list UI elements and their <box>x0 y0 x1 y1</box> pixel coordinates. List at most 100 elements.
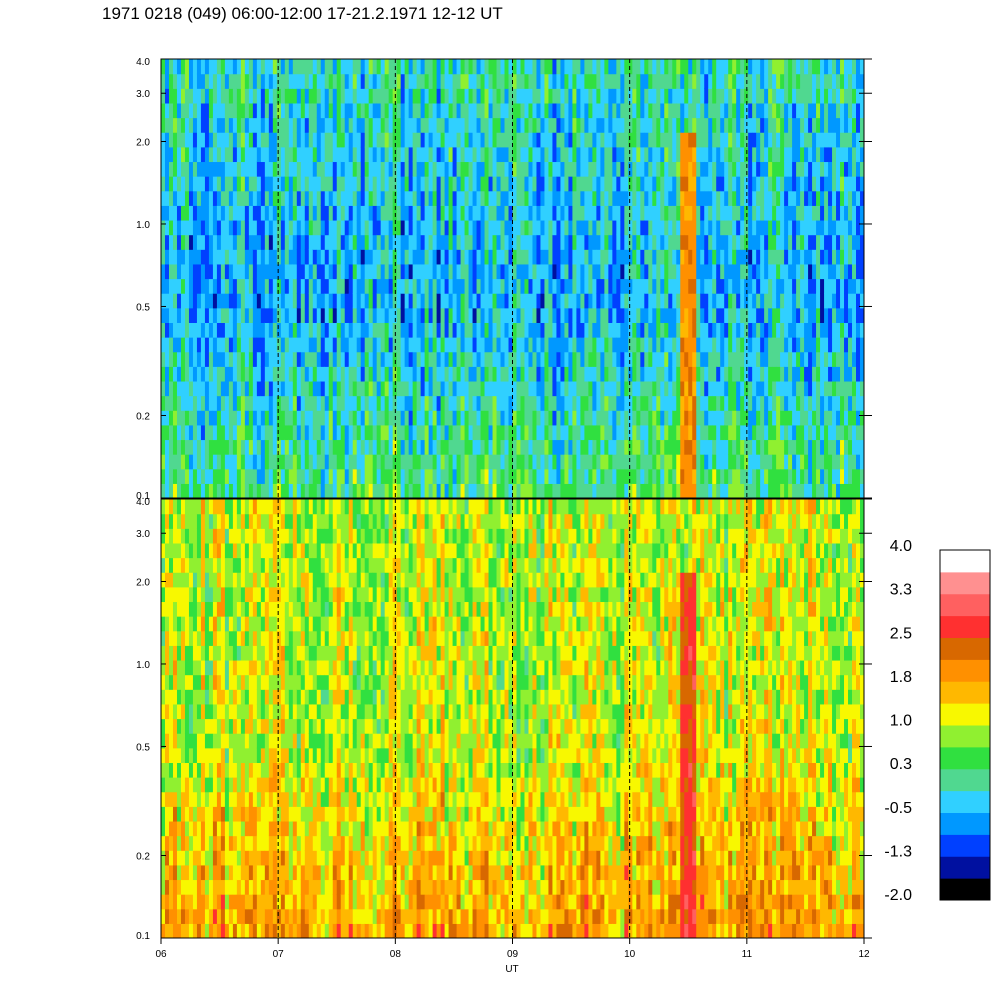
spectrogram-cell <box>704 293 709 309</box>
spectrogram-cell <box>668 190 673 206</box>
spectrogram-cell <box>304 424 310 441</box>
spectrogram-cell <box>592 307 597 323</box>
spectrogram-cell <box>572 59 577 75</box>
spectrogram-cell <box>360 468 366 484</box>
spectrogram-cell <box>644 337 649 353</box>
spectrogram-cell <box>524 293 530 309</box>
spectrogram-cell <box>516 410 522 426</box>
spectrogram-cell <box>384 176 390 192</box>
spectrogram-cell <box>804 366 809 382</box>
spectrogram-cell <box>516 366 522 382</box>
spectrogram-cell <box>516 73 522 89</box>
spectrogram-cell <box>396 322 402 338</box>
spectrogram-cell <box>340 263 346 280</box>
spectrogram-cell <box>484 483 490 498</box>
spectrogram-cell <box>388 278 394 294</box>
spectrogram-cell <box>548 102 554 119</box>
spectrogram-cell <box>292 146 298 163</box>
spectrogram-cell <box>812 366 817 382</box>
spectrogram-cell <box>556 483 562 498</box>
spectrogram-cell <box>644 249 649 265</box>
spectrogram-cell <box>804 205 809 221</box>
spectrogram-cell <box>816 454 821 470</box>
spectrogram-cell <box>644 73 649 89</box>
spectrogram-cell <box>400 234 406 250</box>
spectrogram-cell <box>572 439 577 455</box>
spectrogram-cell <box>356 410 362 426</box>
spectrogram-cell <box>504 146 510 163</box>
spectrogram-cell <box>320 278 326 294</box>
spectrogram-cell <box>648 337 653 353</box>
spectrogram-cell <box>740 73 745 89</box>
spectrogram-cell <box>444 249 450 265</box>
spectrogram-cell <box>460 337 466 353</box>
spectrogram-cell <box>252 146 258 163</box>
spectrogram-cell <box>748 102 753 119</box>
spectrogram-cell <box>532 132 538 148</box>
spectrogram-cell <box>476 102 482 119</box>
spectrogram-cell <box>176 132 182 148</box>
spectrogram-cell <box>220 176 226 192</box>
spectrogram-cell <box>768 219 773 236</box>
spectrogram-cell <box>476 117 482 133</box>
spectrogram-cell <box>544 161 550 177</box>
spectrogram-cell <box>296 454 302 470</box>
spectrogram-cell <box>812 59 817 75</box>
spectrogram-cell <box>540 439 546 455</box>
spectrogram-cell <box>216 424 222 441</box>
spectrogram-cell <box>368 337 374 353</box>
spectrogram-cell <box>488 219 494 236</box>
spectrogram-cell <box>428 205 434 221</box>
spectrogram-cell <box>476 73 482 89</box>
spectrogram-cell <box>280 424 286 441</box>
spectrogram-cell <box>184 439 190 455</box>
spectrogram-cell <box>288 380 294 397</box>
spectrogram-cell <box>552 102 558 119</box>
spectrogram-cell <box>300 73 306 89</box>
spectrogram-cell <box>472 307 478 323</box>
spectrogram-cell <box>412 117 418 133</box>
spectrogram-cell <box>804 380 809 397</box>
spectrogram-cell <box>680 278 685 294</box>
spectrogram-cell <box>632 73 637 89</box>
spectrogram-cell <box>244 146 250 163</box>
spectrogram-cell <box>588 307 593 323</box>
spectrogram-cell <box>704 59 709 75</box>
spectrogram-cell <box>804 190 809 206</box>
spectrogram-cell <box>468 249 474 265</box>
spectrogram-cell <box>440 249 446 265</box>
spectrogram-cell <box>436 205 442 221</box>
spectrogram-cell <box>376 395 382 411</box>
spectrogram-cell <box>756 351 761 367</box>
spectrogram-cell <box>656 117 661 133</box>
spectrogram-cell <box>296 322 302 338</box>
spectrogram-cell <box>632 176 637 192</box>
spectrogram-cell <box>332 263 338 280</box>
spectrogram-cell <box>336 468 342 484</box>
spectrogram-cell <box>280 146 286 163</box>
spectrogram-cell <box>648 395 653 411</box>
spectrogram-cell <box>168 322 174 338</box>
spectrogram-cell <box>348 161 354 177</box>
spectrogram-cell <box>624 278 629 294</box>
spectrogram-cell <box>472 351 478 367</box>
spectrogram-cell <box>388 337 394 353</box>
spectrogram-cell <box>728 278 733 294</box>
spectrogram-cell <box>308 366 314 382</box>
spectrogram-cell <box>764 146 769 163</box>
spectrogram-cell <box>552 337 558 353</box>
spectrogram-cell <box>388 307 394 323</box>
spectrogram-cell <box>492 249 498 265</box>
spectrogram-cell <box>248 380 254 397</box>
spectrogram-cell <box>624 249 629 265</box>
spectrogram-cell <box>500 73 506 89</box>
spectrogram-cell <box>240 380 246 397</box>
spectrogram-cell <box>212 351 218 367</box>
spectrogram-cell <box>588 468 593 484</box>
spectrogram-cell <box>520 146 526 163</box>
spectrogram-cell <box>788 366 793 382</box>
spectrogram-cell <box>320 219 326 236</box>
spectrogram-cell <box>268 73 274 89</box>
spectrogram-cell <box>688 293 693 309</box>
spectrogram-cell <box>800 293 805 309</box>
